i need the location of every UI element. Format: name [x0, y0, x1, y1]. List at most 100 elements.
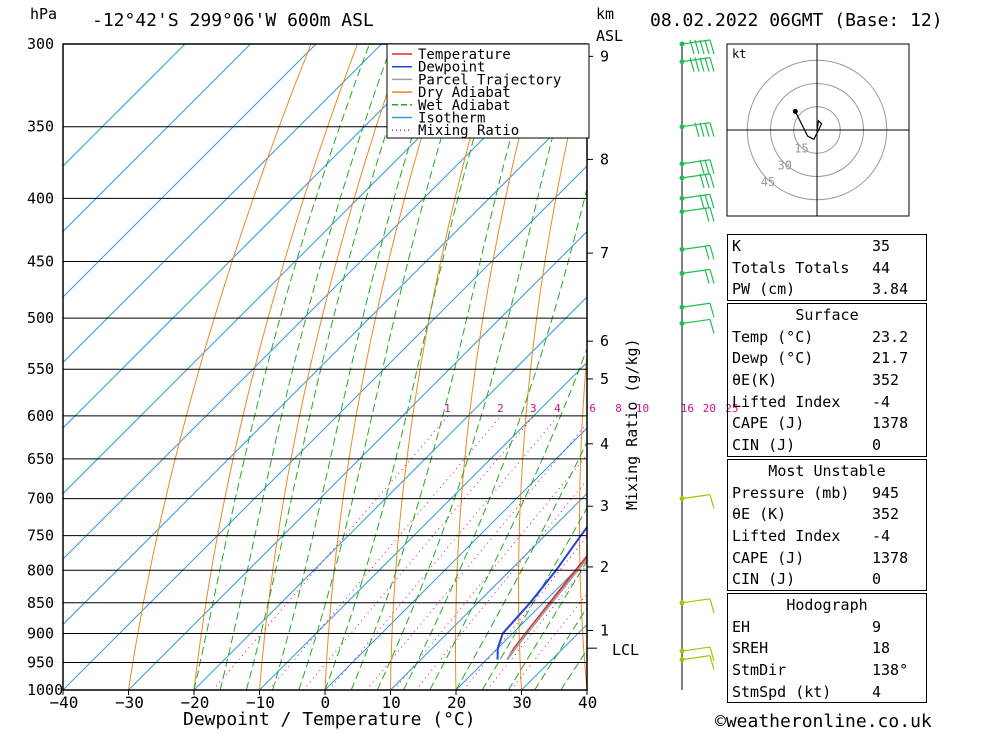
surface-dewp-label: Dewp (°C) — [732, 349, 814, 368]
surface-cape-value: 1378 — [872, 414, 909, 433]
wet-adiabat-line — [455, 441, 587, 690]
mixing-ratio-line — [366, 422, 587, 690]
legend-label: Mixing Ratio — [418, 123, 519, 139]
hodo-header: Hodograph — [786, 595, 868, 614]
wind-barb-feather — [709, 269, 715, 284]
pressure-tick-label: 500 — [27, 309, 54, 327]
mixing-ratio-label: 3 — [530, 402, 537, 415]
stmspd-label: StmSpd (kt) — [732, 682, 832, 701]
stmdir-value: 138° — [872, 660, 909, 679]
isotherm-line — [455, 558, 587, 690]
indices-table: K 35 Totals Totals 44 PW (cm) 3.84 — [727, 234, 927, 302]
wind-barb-feather — [709, 655, 715, 670]
mixing-ratio-line — [303, 415, 535, 690]
wind-barb-feather — [704, 159, 710, 174]
wind-barb-feather — [704, 245, 710, 260]
isotherm-line — [324, 427, 587, 690]
wind-barb-feather — [699, 194, 705, 209]
pw-value: 3.84 — [872, 280, 909, 299]
wind-barb-feather — [709, 207, 715, 222]
wind-barb-dot — [679, 124, 685, 130]
km-tick-label: 5 — [600, 370, 609, 388]
stmspd-value: 4 — [872, 682, 882, 701]
wind-barb-feather — [704, 194, 710, 209]
wind-barb-feather — [694, 122, 700, 137]
dry-adiabat-line — [959, 44, 1000, 690]
isotherm-line — [63, 44, 317, 298]
wind-barb-feather — [709, 646, 715, 662]
wet-adiabat-line — [376, 44, 578, 690]
wind-barb-feather — [699, 159, 705, 174]
wind-barb-feather — [689, 57, 695, 72]
wind-barb-feather — [709, 494, 715, 509]
wind-barb-staff — [681, 318, 711, 325]
sreh-label: SREH — [732, 639, 769, 658]
x-tick-label: 10 — [382, 693, 401, 712]
mu-header: Most Unstable — [768, 461, 886, 480]
eh-label: EH — [732, 617, 751, 636]
km-tick-label: 9 — [600, 47, 609, 65]
mixing-ratio-line — [268, 415, 502, 690]
wind-barb-feather — [704, 39, 710, 55]
x-tick-label: −30 — [115, 693, 144, 712]
isotherm-line — [128, 230, 587, 690]
wind-barb-feather — [699, 122, 705, 137]
wind-barb-feather — [704, 122, 710, 137]
wind-barb-feather — [704, 57, 710, 72]
wet-adiabat-line — [193, 44, 370, 690]
wet-adiabat-line — [507, 560, 587, 690]
wet-adiabat-line — [403, 186, 587, 690]
km-tick-label: 4 — [600, 435, 609, 453]
isotherm-line — [63, 44, 513, 495]
wet-adiabat-line — [481, 506, 587, 690]
plot-frame — [62, 43, 588, 691]
wind-barb-dot — [679, 59, 685, 65]
wet-adiabat-line — [298, 44, 471, 690]
km-tick-label: 1 — [600, 621, 609, 639]
totals-value: 44 — [872, 258, 891, 277]
wind-barb-feather — [709, 303, 715, 318]
dry-adiabat-line — [517, 52, 587, 690]
mixing-ratio-label: 4 — [554, 402, 561, 415]
surface-theta-value: 352 — [872, 370, 900, 389]
dry-adiabat-line — [454, 44, 544, 690]
mu-li-label: Lifted Index — [732, 526, 841, 545]
legend-label: Isotherm — [418, 111, 485, 127]
hodograph-ring-label: 45 — [761, 175, 775, 189]
mu-cape-label: CAPE (J) — [732, 548, 805, 567]
surface-li-value: -4 — [872, 392, 891, 411]
isotherm-line — [390, 492, 587, 690]
wind-barb-feather — [709, 194, 715, 209]
chart-title: -12°42'S 299°06'W 600m ASL — [92, 10, 374, 31]
wind-barb-feather — [694, 57, 700, 72]
mixing-ratio-label: 25 — [725, 402, 738, 415]
wet-adiabat-line — [272, 44, 443, 690]
pressure-tick-label: 450 — [27, 253, 54, 271]
wind-barb-staff — [681, 494, 711, 500]
km-tick-label: 2 — [600, 558, 609, 576]
pressure-tick-label: 650 — [27, 450, 54, 468]
wind-barb-feather — [704, 269, 710, 284]
hodograph-end-dot — [792, 108, 798, 114]
lcl-label: LCL — [612, 641, 640, 659]
km-tick-label: 8 — [600, 150, 609, 168]
x-tick-label: 30 — [513, 693, 532, 712]
pressure-tick-label: 350 — [27, 118, 54, 136]
eh-value: 9 — [872, 617, 882, 636]
wind-barb-feather — [694, 39, 700, 55]
hodograph-unit-label: kt — [732, 47, 746, 61]
km-tick-label: 6 — [600, 332, 609, 350]
legend-label: Wet Adiabat — [418, 98, 511, 114]
wind-barb-feather — [709, 122, 715, 137]
surface-li-label: Lifted Index — [732, 392, 841, 411]
x-tick-label: −20 — [181, 693, 210, 712]
x-tick-label: 20 — [447, 693, 466, 712]
wind-barb-feather — [709, 159, 715, 174]
hodograph-trace — [794, 111, 823, 141]
mixing-ratio-axis-label: Mixing Ratio (g/kg) — [623, 338, 641, 510]
mu-cape-value: 1378 — [872, 548, 909, 567]
surface-cin-value: 0 — [872, 435, 882, 454]
wind-barb-staff — [681, 302, 711, 308]
